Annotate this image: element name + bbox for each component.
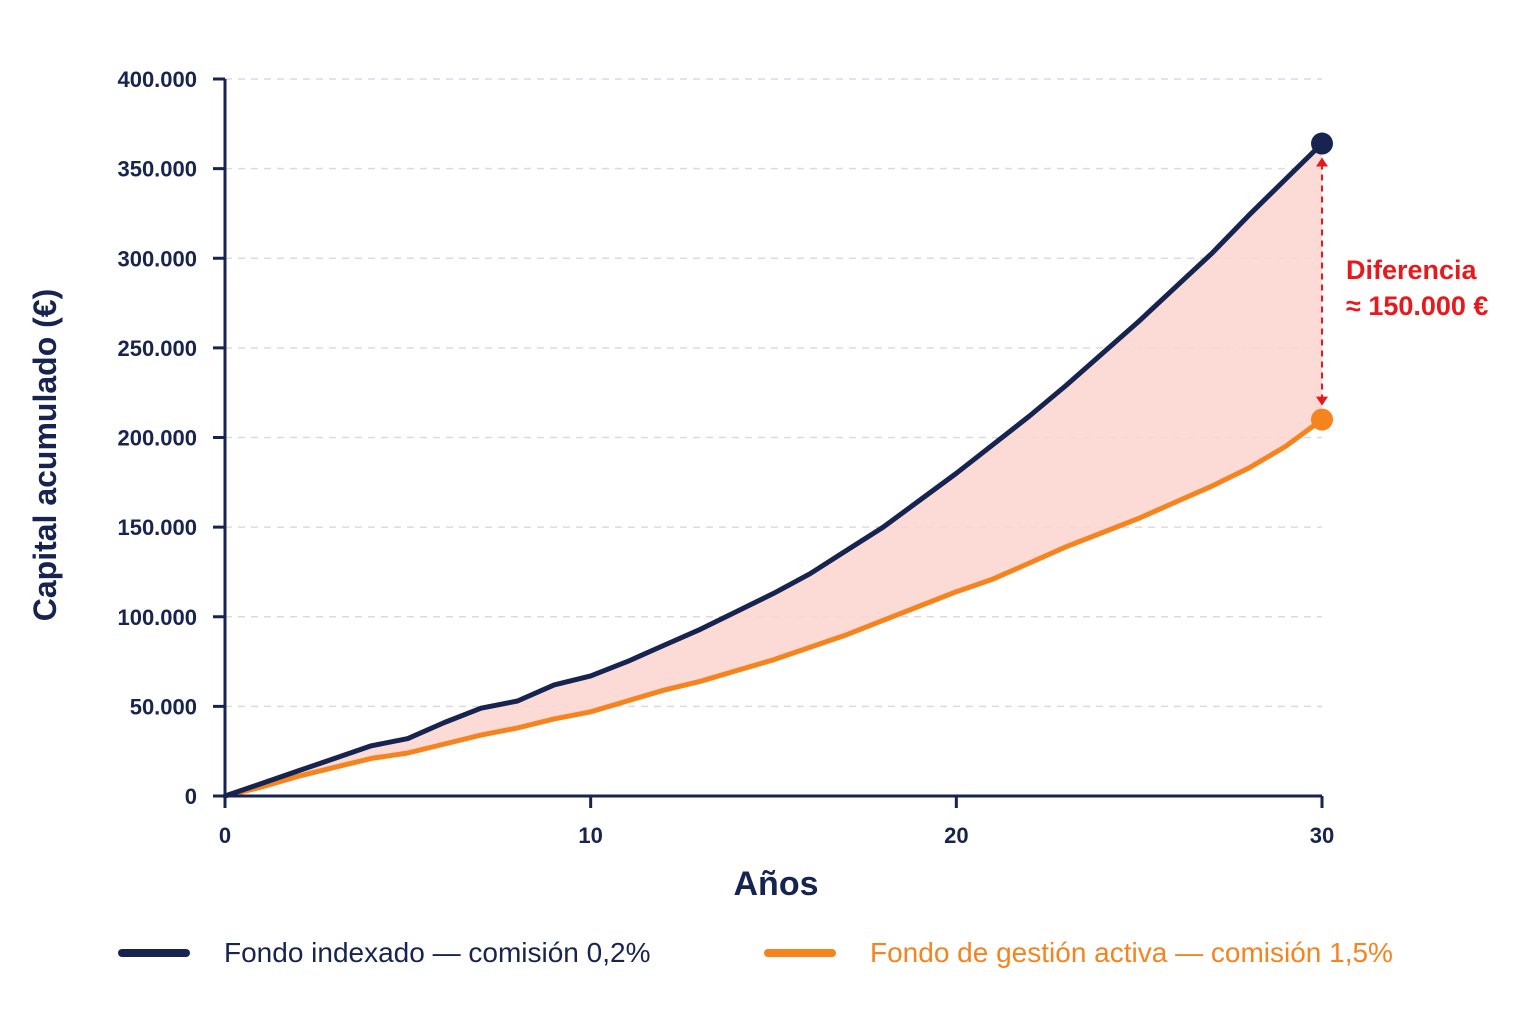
y-tick-label-6: 300.000 [117, 246, 197, 271]
axes [213, 77, 1324, 808]
difference-annotation: Diferencia ≈ 150.000 € [1346, 252, 1488, 324]
legend-swatch-index-fund [118, 949, 190, 957]
series-line-active-fund [222, 417, 1325, 799]
y-tick-label-0: 0 [185, 784, 197, 809]
y-tick-label-7: 350.000 [117, 157, 197, 182]
y-tick-label-5: 250.000 [117, 336, 197, 361]
x-tick-label-3: 30 [1310, 823, 1334, 848]
y-axis-title: Capital acumulado (€) [27, 289, 63, 622]
series-line-index-fund [222, 141, 1325, 799]
end-markers [1311, 132, 1333, 431]
legend-label-index-fund: Fondo indexado — comisión 0,2% [224, 937, 651, 968]
x-axis-title: Años [734, 865, 819, 903]
x-tick-label-2: 20 [944, 823, 968, 848]
legend-swatch-active-fund [764, 949, 836, 957]
y-tick-label-1: 50.000 [130, 694, 197, 719]
tick-labels: 0 50.000 100.000 150.000 200.000 250.000 300.0… [117, 67, 1334, 848]
series-lines [222, 141, 1325, 799]
y-tick-label-2: 100.000 [117, 605, 197, 630]
difference-arrow [1316, 157, 1328, 406]
difference-arrow-head-down [1316, 396, 1328, 406]
difference-annotation-line2: ≈ 150.000 € [1346, 291, 1489, 321]
end-marker-active-fund [1311, 408, 1333, 431]
difference-annotation-line1: Diferencia [1346, 255, 1477, 285]
x-tick-label-0: 0 [219, 823, 231, 848]
difference-arrow-head-up [1316, 157, 1328, 167]
legend-item-active-fund: Fondo de gestión activa — comisión 1,5% [764, 925, 1393, 981]
legend-label-active-fund: Fondo de gestión activa — comisión 1,5% [870, 937, 1393, 968]
difference-area [225, 143, 1322, 796]
legend: Fondo indexado — comisión 0,2% Fondo de … [0, 925, 1536, 981]
legend-item-index-fund: Fondo indexado — comisión 0,2% [118, 925, 650, 981]
end-marker-index-fund [1311, 132, 1333, 155]
x-tick-label-1: 10 [578, 823, 602, 848]
grid-lines [225, 78, 1322, 708]
y-tick-label-3: 150.000 [117, 515, 197, 540]
y-tick-label-8: 400.000 [117, 67, 197, 92]
y-tick-label-4: 200.000 [117, 426, 197, 451]
